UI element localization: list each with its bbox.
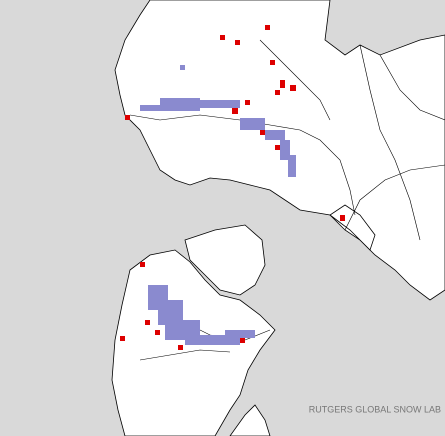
credit-label: RUTGERS GLOBAL SNOW LAB [309,404,441,414]
snow-cover-change-cells [120,25,345,350]
